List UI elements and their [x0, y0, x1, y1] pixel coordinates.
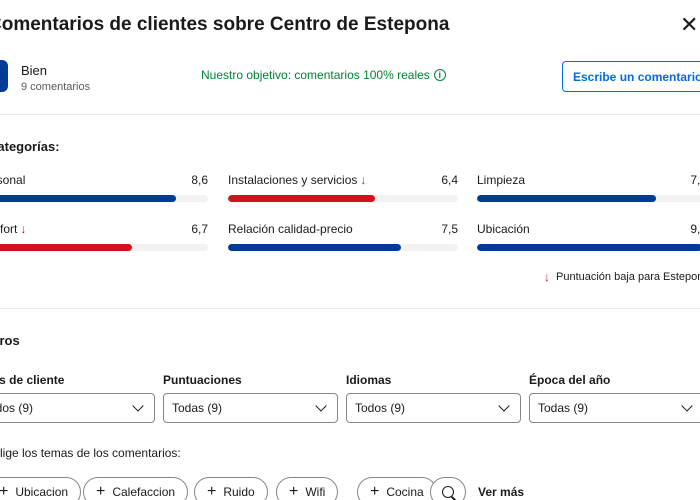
category-name: Personal: [0, 173, 26, 187]
categories-title: Categorías:: [0, 139, 60, 154]
write-review-button[interactable]: Escribe un comentario: [562, 61, 700, 92]
info-icon[interactable]: i: [433, 69, 446, 81]
category-score: 9,8: [690, 222, 700, 236]
filter-value: Todas (9): [172, 401, 223, 415]
chevron-down-icon: [315, 400, 327, 412]
topic-chip-label: Cocina: [386, 485, 424, 499]
topic-chip[interactable]: + Cocina: [357, 477, 437, 500]
score-bar-fill: [477, 244, 700, 251]
plus-icon: +: [207, 483, 217, 500]
search-topic-chip[interactable]: [430, 477, 466, 500]
category-name: Limpieza: [477, 173, 526, 187]
topic-chip[interactable]: + Ubicacion: [0, 477, 82, 500]
chevron-down-icon: [681, 400, 693, 412]
filter-label: Idiomas: [346, 373, 392, 387]
page-title: Comentarios de clientes sobre Centro de …: [0, 14, 450, 35]
category-name: Confort↓: [0, 222, 27, 236]
filter-label: Época del año: [529, 373, 611, 387]
filter-value: Todas (9): [538, 401, 589, 415]
objective-text: Nuestro objetivo: comentarios 100% reale…: [201, 68, 430, 82]
topic-chip-label: Ubicacion: [15, 485, 69, 499]
chevron-down-icon: [498, 400, 510, 412]
category-2: Limpieza 7,8: [477, 172, 700, 202]
category-name: Ubicación: [477, 222, 530, 236]
see-more-link[interactable]: Ver más: [478, 485, 525, 499]
arrow-down-icon: ↓: [20, 222, 27, 236]
topic-chip[interactable]: + Ruido: [194, 477, 268, 500]
plus-icon: +: [370, 483, 380, 500]
score-bar-track: [0, 195, 208, 202]
topic-chip-label: Ruido: [223, 485, 255, 499]
score-bar-fill: [228, 244, 401, 251]
low-score-note: ↓ Puntuación baja para Estepona: [544, 270, 700, 284]
divider: [0, 114, 700, 115]
arrow-down-icon: ↓: [360, 173, 367, 187]
score-bar-track: [0, 244, 208, 251]
filter-label: Puntuaciones: [163, 373, 242, 387]
filter-select[interactable]: Todas (9): [529, 393, 700, 423]
topics-label: Elige los temas de los comentarios:: [0, 446, 181, 460]
rating-word: Bien: [21, 63, 48, 78]
category-score: 6,7: [191, 222, 208, 236]
search-icon: [442, 486, 454, 498]
score-bar-fill: [0, 195, 176, 202]
score-badge: [0, 60, 8, 92]
filter-select[interactable]: Todos (9): [0, 393, 155, 423]
filter-value: Todos (9): [0, 401, 34, 415]
filters-title: Filtros: [0, 333, 20, 348]
category-0: Personal 8,6: [0, 172, 208, 202]
category-name: Relación calidad-precio: [228, 222, 353, 236]
score-bar-track: [477, 244, 700, 251]
score-bar-track: [477, 195, 700, 202]
category-score: 8,6: [191, 173, 208, 187]
filter-label: Tipos de cliente: [0, 373, 65, 387]
category-score: 7,8: [690, 173, 700, 187]
score-bar-fill: [477, 195, 657, 202]
topic-chip-label: Calefaccion: [112, 485, 176, 499]
category-5: Ubicación 9,8: [477, 221, 700, 251]
objective-note: Nuestro objetivo: comentarios 100% reale…: [201, 68, 446, 82]
score-bar-fill: [0, 244, 133, 251]
plus-icon: +: [289, 483, 299, 500]
topic-chip[interactable]: + Calefaccion: [83, 477, 189, 500]
topic-chip[interactable]: + Wifi: [276, 477, 339, 500]
close-icon[interactable]: ✕: [680, 12, 699, 37]
divider: [0, 308, 700, 309]
category-score: 7,5: [441, 222, 458, 236]
plus-icon: +: [0, 483, 9, 500]
review-count: 9 comentarios: [21, 81, 91, 93]
category-score: 6,4: [441, 173, 458, 187]
filter-select[interactable]: Todas (9): [163, 393, 338, 423]
chevron-down-icon: [132, 400, 144, 412]
topic-chip-label: Wifi: [305, 485, 326, 499]
category-3: Confort↓ 6,7: [0, 221, 208, 251]
arrow-down-icon: ↓: [544, 270, 550, 284]
category-4: Relación calidad-precio 7,5: [228, 221, 458, 251]
category-name: Instalaciones y servicios ↓: [228, 173, 367, 187]
plus-icon: +: [96, 483, 106, 500]
score-bar-fill: [228, 195, 376, 202]
category-1: Instalaciones y servicios ↓ 6,4: [228, 172, 458, 202]
score-bar-track: [228, 244, 458, 251]
filter-value: Todos (9): [355, 401, 406, 415]
filter-select[interactable]: Todos (9): [346, 393, 521, 423]
score-bar-track: [228, 195, 458, 202]
low-score-text: Puntuación baja para Estepona: [556, 271, 700, 283]
